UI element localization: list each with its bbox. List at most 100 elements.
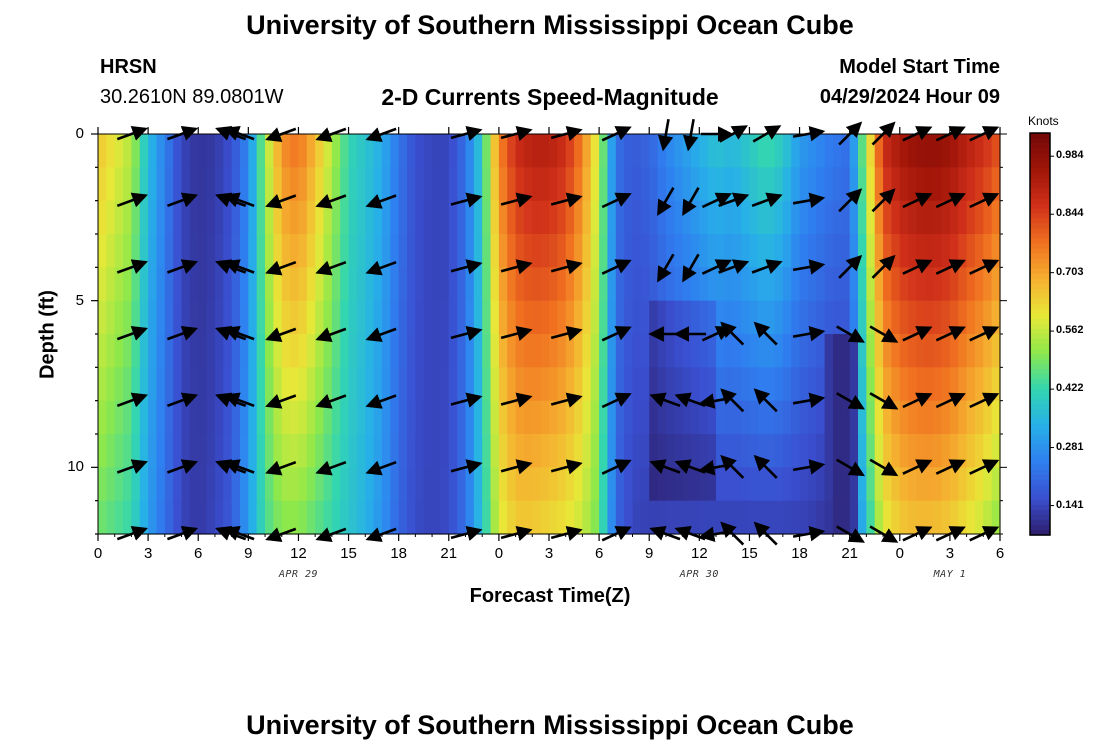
colorbar-segment: [1030, 228, 1050, 235]
heatmap-cell: [306, 334, 316, 368]
colorbar-segment: [1030, 344, 1050, 350]
heatmap-cell: [164, 300, 174, 335]
heatmap-cell: [98, 400, 107, 435]
heatmap-cell: [632, 367, 642, 402]
heatmap-cell: [766, 367, 776, 402]
heatmap-cell: [624, 500, 634, 535]
heatmap-cell: [365, 134, 375, 168]
current-vector-arrow: [902, 259, 933, 275]
heatmap-cell: [874, 467, 884, 502]
heatmap-cell: [983, 434, 993, 468]
current-vector-arrow: [836, 458, 865, 477]
heatmap-cell: [574, 400, 584, 435]
heatmap-cell: [649, 200, 659, 235]
current-vector-arrow: [166, 392, 199, 408]
heatmap-cell: [281, 300, 291, 335]
heatmap-cell: [248, 167, 258, 202]
heatmap-cell: [807, 500, 817, 535]
heatmap-cell: [774, 334, 784, 368]
colorbar-frame: [1029, 132, 1051, 536]
colorbar-segment: [1030, 253, 1050, 260]
current-vector-arrow: [753, 321, 778, 346]
heatmap-cell: [156, 500, 166, 535]
heatmap-cell: [348, 200, 358, 235]
heatmap-cell: [331, 434, 341, 468]
heatmap-cell: [858, 434, 867, 468]
heatmap-cell: [198, 300, 208, 335]
heatmap-cell: [114, 400, 124, 435]
heatmap-cell: [599, 134, 609, 168]
heatmap-cell: [398, 300, 408, 335]
heatmap-cell: [164, 167, 174, 202]
heatmap-cell: [381, 434, 391, 468]
heatmap-cell: [640, 234, 650, 268]
heatmap-cell: [407, 267, 416, 302]
current-vector-arrow: [265, 394, 297, 409]
heatmap-cell: [373, 167, 383, 202]
heatmap-cell: [306, 500, 316, 535]
heatmap-cell: [214, 434, 224, 468]
heatmap-cell: [941, 200, 951, 235]
heatmap-cell: [816, 400, 826, 435]
heatmap-cell: [315, 467, 325, 502]
heatmap-cell: [398, 367, 408, 402]
heatmap-cell: [281, 367, 291, 402]
colorbar-segment: [1030, 273, 1050, 280]
heatmap-cell: [707, 400, 717, 435]
heatmap-cell: [632, 434, 642, 468]
heatmap-cell: [674, 234, 684, 268]
heatmap-cell: [256, 467, 266, 502]
heatmap-cell: [323, 134, 333, 168]
x-tick-label: 15: [741, 545, 758, 562]
heatmap-cell: [649, 334, 659, 368]
heatmap-cell: [164, 334, 174, 368]
heatmap-cell: [523, 234, 533, 268]
heatmap-cell: [365, 234, 375, 268]
heatmap-cell: [824, 500, 834, 535]
heatmap-cell: [874, 400, 884, 435]
heatmap-cell: [381, 334, 391, 368]
heatmap-cell: [557, 500, 567, 535]
heatmap-cell: [273, 167, 283, 202]
heatmap-cell: [348, 134, 358, 168]
colorbar-segment: [1030, 203, 1050, 209]
heatmap-cell: [866, 434, 876, 468]
heatmap-cell: [331, 134, 341, 168]
heatmap-cell: [858, 500, 867, 535]
heatmap-cell: [239, 500, 249, 535]
heatmap-cell: [582, 334, 592, 368]
heatmap-cell: [816, 300, 826, 335]
heatmap-cell: [223, 200, 233, 235]
heatmap-cell: [239, 234, 249, 268]
heatmap-cell: [874, 367, 884, 402]
speed-heatmap: [98, 134, 1001, 535]
heatmap-cell: [949, 267, 959, 302]
heatmap-cell: [974, 134, 984, 168]
heatmap-cell: [949, 500, 959, 535]
heatmap-cell: [958, 434, 968, 468]
heatmap-cell: [707, 167, 717, 202]
heatmap-cell: [181, 300, 191, 335]
heatmap-cell: [323, 434, 333, 468]
heatmap-cell: [148, 134, 158, 168]
heatmap-cell: [265, 400, 274, 435]
heatmap-cell: [816, 200, 826, 235]
heatmap-cell: [816, 267, 826, 302]
heatmap-cell: [290, 267, 300, 302]
heatmap-cell: [682, 267, 692, 302]
heatmap-cell: [624, 367, 634, 402]
heatmap-cell: [323, 334, 333, 368]
heatmap-cell: [841, 400, 851, 435]
heatmap-cell: [549, 434, 558, 468]
colorbar-segment: [1030, 248, 1050, 255]
colorbar-segment: [1030, 198, 1050, 204]
heatmap-cell: [582, 400, 592, 435]
heatmap-cell: [949, 467, 959, 502]
colorbar-segment: [1030, 359, 1050, 365]
heatmap-cell: [574, 367, 584, 402]
colorbar-segment: [1030, 334, 1050, 340]
heatmap-cell: [924, 467, 934, 502]
heatmap-cell: [407, 500, 416, 535]
heatmap-cell: [883, 400, 893, 435]
heatmap-cell: [98, 467, 107, 502]
